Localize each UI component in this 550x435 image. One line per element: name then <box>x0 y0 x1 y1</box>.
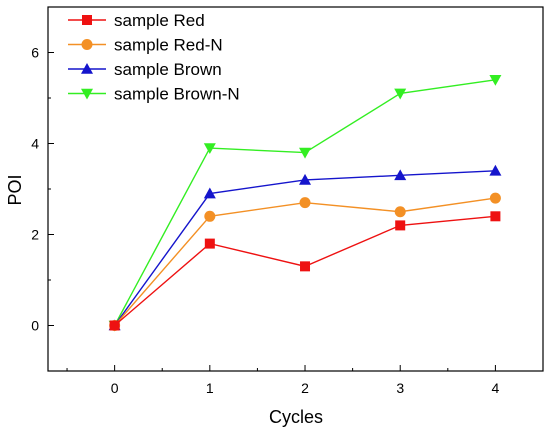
data-point <box>299 197 311 209</box>
data-point <box>299 173 312 185</box>
y-tick-label: 2 <box>31 227 39 243</box>
legend-item: sample Brown-N <box>68 85 240 104</box>
x-tick-label: 0 <box>111 380 119 396</box>
data-point <box>489 164 502 176</box>
x-tick-label: 1 <box>206 380 214 396</box>
legend-item: sample Red <box>68 11 205 30</box>
data-point <box>395 220 406 231</box>
data-point <box>490 211 501 222</box>
axis-layer: 0 1 2 3 4 0 2 4 6 <box>31 6 544 396</box>
data-point <box>300 261 311 272</box>
legend-marker <box>81 39 93 50</box>
data-point <box>394 169 407 181</box>
data-point <box>394 88 407 100</box>
legend-item: sample Brown <box>68 60 222 79</box>
legend-marker <box>82 15 92 25</box>
data-point <box>394 206 406 218</box>
series-group <box>109 211 501 331</box>
y-tick-label: 6 <box>31 45 39 61</box>
data-point <box>489 75 502 86</box>
data-point <box>109 320 120 331</box>
data-point <box>203 143 216 155</box>
data-point <box>204 238 215 249</box>
x-axis-title: Cycles <box>269 407 323 427</box>
x-tick-label: 4 <box>492 380 500 396</box>
legend-label: sample Brown <box>114 60 222 79</box>
legend-label: sample Red <box>114 11 205 30</box>
y-tick-label: 4 <box>31 136 39 152</box>
x-tick-label: 3 <box>396 380 404 396</box>
data-point <box>299 147 312 159</box>
data-point <box>489 192 501 204</box>
legend: sample Red sample Red-N sample Brown sample… <box>68 11 240 104</box>
data-point <box>203 187 216 199</box>
legend-label: sample Brown-N <box>114 85 240 104</box>
series-group <box>108 164 502 331</box>
legend-label: sample Red-N <box>114 36 223 55</box>
legend-marker <box>81 88 93 100</box>
y-axis-title: POI <box>5 174 25 205</box>
data-point <box>204 210 216 222</box>
x-tick-label: 2 <box>301 380 309 396</box>
y-tick-label: 0 <box>31 318 39 334</box>
legend-item: sample Red-N <box>68 36 223 55</box>
legend-marker <box>81 63 93 74</box>
series-layer <box>108 75 502 332</box>
